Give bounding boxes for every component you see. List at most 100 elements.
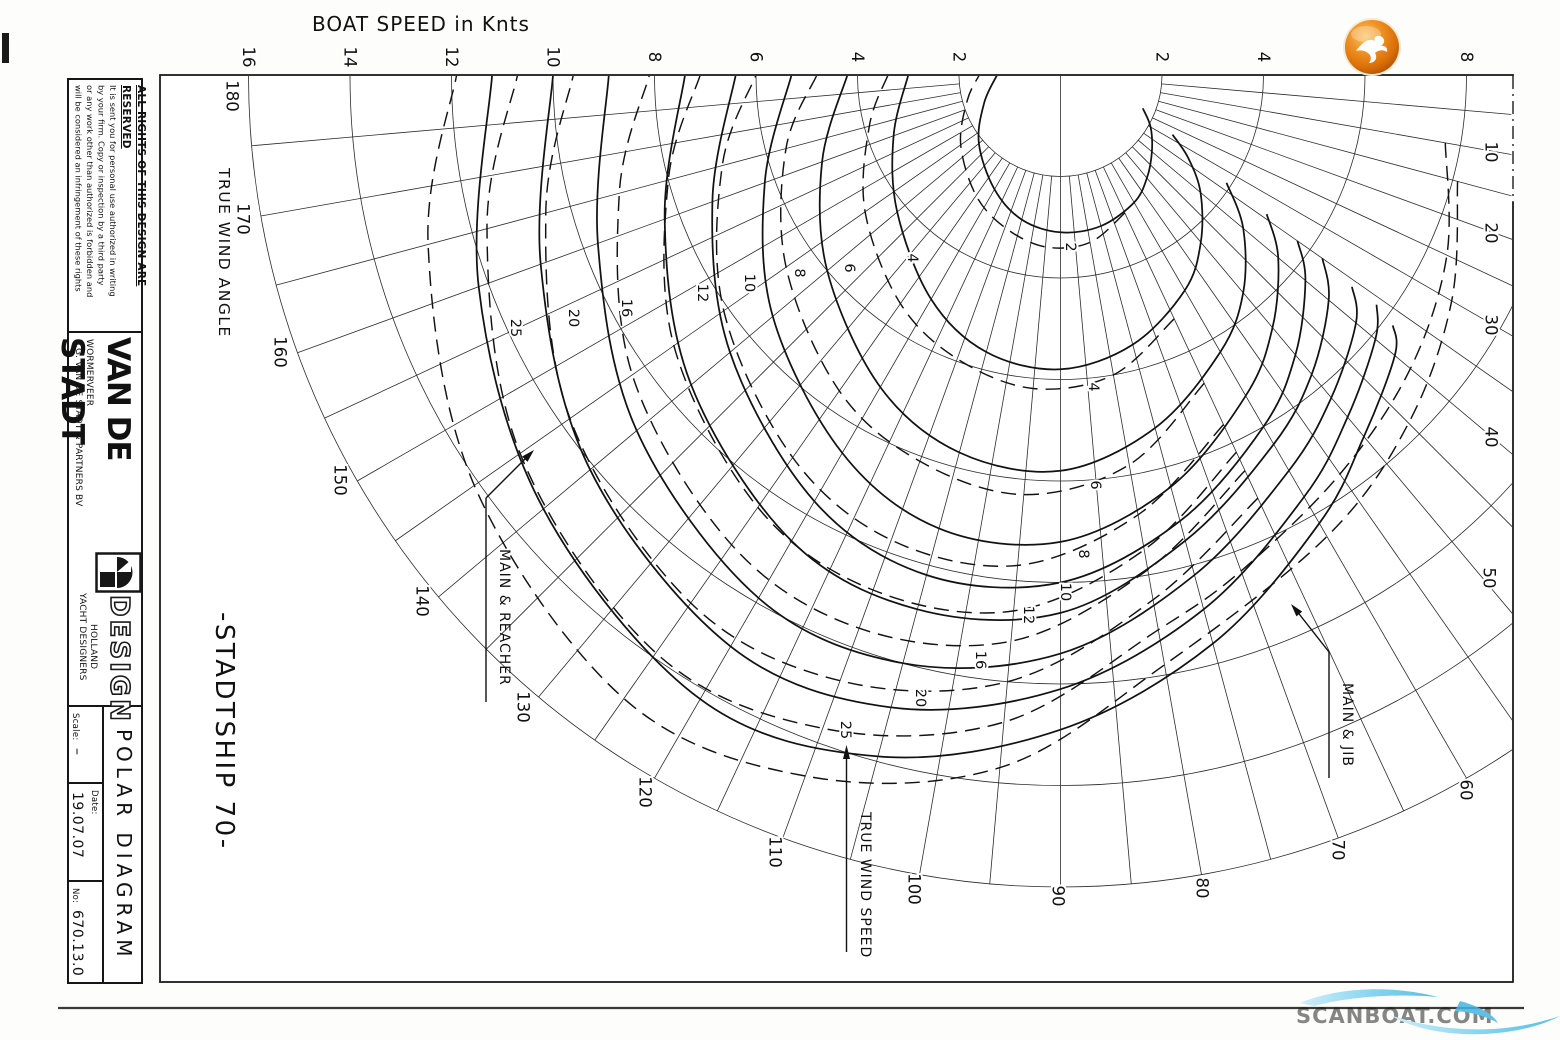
main-reacher-label: MAIN & REACHER (496, 549, 512, 686)
copyright-line: will be considered an infringement of th… (73, 85, 84, 292)
company-name: VAN DE STADT (54, 337, 136, 461)
curve-main-jib (818, 76, 1247, 473)
boat-speed-tick-label: 4 (848, 52, 867, 63)
curve-main-jib (891, 76, 1204, 371)
true-wind-angle-tick-label: 90 (1049, 886, 1068, 907)
plot-frame (159, 74, 1514, 983)
curve-main-reacher (486, 76, 1450, 737)
true-wind-angle-tick-label: 60 (1457, 780, 1476, 801)
grid-radial (260, 92, 961, 217)
grid-radial (594, 157, 1003, 741)
watermark-fin-icon (1455, 1001, 1498, 1023)
grid-radial (1152, 117, 1512, 286)
curve-main-reacher (663, 76, 1237, 614)
grid-radial (1143, 132, 1512, 392)
curve-main-jib (977, 76, 1154, 234)
grid-radial (1161, 83, 1512, 115)
design-title: -STADTSHIP 70- (209, 612, 239, 851)
wind-speed-curve-label: 8 (791, 268, 807, 277)
curve-main-jib (663, 76, 1330, 621)
true-wind-angle-tick-label: 80 (1193, 878, 1212, 899)
grid-radial (1160, 92, 1512, 156)
boat-speed-tick-label: 8 (645, 52, 664, 63)
true-wind-angle-tick-label: 140 (413, 585, 432, 617)
boat-speed-tick-label: 6 (747, 52, 766, 63)
wind-speed-curve-label: 16 (972, 651, 988, 669)
true-wind-angle-tick-label: 120 (636, 776, 655, 808)
company-address-line: E.G. VAN DE STADT & PARTNERS BV (73, 339, 83, 507)
company-profession-line: YACHT DESIGNERS (77, 593, 87, 681)
grid-radial (782, 170, 1027, 839)
doc-title-cell: POLAR DIAGRAM (104, 707, 145, 984)
grid-radial (1077, 174, 1202, 875)
true-wind-angle-tick-label: 30 (1482, 315, 1501, 336)
drawing-number-cell: No: 670.13.0 (69, 882, 102, 984)
annotation-main-jib: MAIN & JIB (1291, 604, 1355, 778)
company-sub-name: DESIGN (103, 594, 135, 724)
logo-shape (100, 572, 115, 587)
grid-radial (1086, 172, 1272, 860)
meta-fields: Scale: – Date: 19.07.07 No: 670.13.0 (69, 707, 104, 984)
drawing-number-label: No: (70, 888, 80, 904)
true-wind-speed-label: TRUE WIND SPEED (857, 811, 873, 958)
grid-radial (1158, 100, 1512, 197)
scale-cell: Scale: – (69, 707, 102, 784)
grid-radial (438, 139, 984, 598)
grid-radial (1131, 146, 1512, 528)
gull-icon (1356, 35, 1388, 63)
arrowhead-icon (1291, 604, 1303, 617)
copyright-line: by your firm. Copy or inspection by a th… (96, 85, 107, 286)
company-profession-line: HOLLAND (88, 624, 98, 670)
true-wind-angle-tick-label: 180 (223, 80, 242, 112)
grid-radial (324, 117, 969, 419)
scale-value: – (69, 747, 85, 756)
boat-speed-axis-title: BOAT SPEED in Knts (312, 12, 530, 36)
true-wind-angle-tick-label: 130 (514, 691, 533, 723)
wind-speed-curve-label: 2 (1062, 242, 1078, 251)
grid-radial (654, 162, 1011, 779)
date-value: 19.07.07 (69, 792, 85, 859)
true-wind-angle-tick-label: 110 (766, 836, 785, 868)
wind-speed-curve-label: 4 (904, 253, 920, 262)
true-wind-angle-tick-label: 10 (1482, 142, 1501, 163)
wind-speed-curve-label: 6 (841, 263, 857, 272)
true-wind-angle-tick-label: 170 (234, 203, 253, 235)
grid-radial (297, 109, 966, 354)
true-wind-angle-tick-label: 70 (1329, 840, 1348, 861)
curve-main-jib (596, 76, 1358, 669)
wind-speed-curve-label: 10 (1057, 583, 1073, 601)
annotation-main-reacher: MAIN & REACHER (485, 450, 534, 702)
chart-labels: 16 14 12 10 8 6 4 2 2 4 6 8 10 20 30 40 50 60 70 80 90 100 110… (221, 45, 1503, 909)
annotation-true-wind-speed: TRUE WIND SPEED (843, 745, 873, 958)
arrowhead-icon (843, 745, 850, 759)
watermark: SCANBOAT.COM (1296, 989, 1560, 1035)
wind-speed-curve-label: 16 (618, 299, 634, 317)
true-wind-angle-tick-label: 150 (331, 464, 350, 496)
true-wind-angle-tick-label: 100 (905, 873, 924, 905)
boat-speed-tick-label: 16 (239, 47, 258, 68)
date-cell: Date: 19.07.07 (69, 784, 102, 882)
grid-radial (1148, 125, 1512, 337)
curve-main-reacher (427, 76, 1459, 785)
copyright-line: or any work other than authorized is for… (85, 85, 95, 298)
grid-radial (486, 146, 990, 650)
wind-speed-curve-label: 10 (741, 274, 757, 292)
copyright-box: ALL RIGHTS OF THIS DESIGN ARE RESERVED I… (69, 80, 147, 333)
boat-speed-tick-label: 10 (544, 47, 563, 68)
boat-speed-tick-label: 14 (341, 47, 360, 68)
curve-main-reacher (715, 76, 1225, 567)
curve-main-reacher (616, 76, 1246, 647)
grid-radial (1103, 166, 1405, 812)
grid-radial (849, 172, 1035, 860)
grid-radial (1125, 152, 1512, 614)
grid-radial (919, 174, 1044, 875)
wind-speed-curve-label: 20 (565, 309, 581, 327)
van-de-stadt-logo-icon (95, 552, 142, 593)
copyright-heading: ALL RIGHTS OF THIS DESIGN ARE RESERVED (120, 85, 147, 287)
polar-curves (427, 76, 1459, 785)
plot-area (160, 75, 1513, 982)
company-address: E.G. VAN DE STADT & PARTNERS BV WORMERVE… (72, 339, 94, 554)
true-wind-angle-tick-label: 50 (1480, 568, 1499, 589)
grid-radial (1094, 170, 1339, 839)
